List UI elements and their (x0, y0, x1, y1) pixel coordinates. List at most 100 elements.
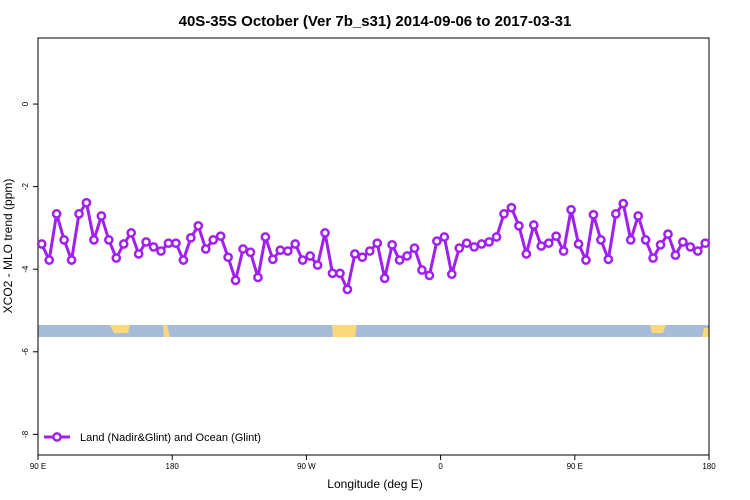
point (178, 255, 189, 265)
point (51, 209, 62, 219)
land-patch (110, 325, 130, 333)
land-patch (332, 325, 357, 337)
point (290, 239, 301, 249)
point (670, 250, 681, 261)
point (506, 202, 517, 213)
point (387, 239, 397, 250)
point (163, 238, 174, 249)
point (394, 255, 405, 265)
point (320, 228, 330, 238)
x-tick-label: 180 (166, 462, 180, 471)
point (432, 236, 442, 246)
land-patch (650, 325, 666, 333)
point (44, 255, 55, 265)
point (633, 211, 644, 221)
point (402, 251, 412, 261)
x-tick-label: 90 E (567, 462, 583, 471)
point (133, 249, 144, 259)
legend-swatch-point (52, 432, 62, 442)
point (469, 242, 479, 252)
point (558, 246, 569, 256)
point (379, 273, 390, 284)
y-tick-label: -2 (21, 183, 30, 191)
point (357, 252, 368, 263)
point (66, 255, 77, 265)
land-patch (163, 325, 170, 337)
y-tick-label: 0 (21, 101, 30, 106)
y-tick-label: -4 (21, 265, 30, 273)
x-tick-label: 90 E (30, 462, 46, 471)
x-axis-label: Longitude (deg E) (327, 477, 422, 491)
point (528, 220, 539, 230)
point (678, 237, 688, 247)
point (81, 197, 92, 208)
point (96, 211, 107, 221)
point (275, 245, 286, 256)
point (282, 246, 293, 256)
point (260, 232, 271, 242)
point (350, 249, 360, 259)
point (618, 198, 629, 209)
point (297, 255, 308, 265)
chart-title: 40S-35S October (Ver 7b_s31) 2014-09-06 … (179, 13, 572, 30)
point (372, 238, 383, 249)
point (103, 235, 114, 245)
point (312, 260, 323, 270)
y-tick-label: -8 (21, 430, 30, 438)
point (74, 209, 84, 219)
point (409, 243, 420, 254)
point (439, 232, 450, 242)
point (111, 253, 122, 263)
point (223, 252, 233, 263)
point (193, 221, 204, 231)
point (208, 235, 219, 245)
y-tick-label: -6 (21, 348, 30, 356)
point (610, 209, 621, 219)
point (588, 209, 599, 220)
point (663, 229, 673, 239)
point (484, 237, 494, 247)
point (491, 232, 502, 242)
point (499, 209, 509, 219)
point (327, 268, 338, 279)
legend-label: Land (Nadir&Glint) and Ocean (Glint) (80, 432, 261, 444)
point (648, 253, 658, 263)
x-tick-label: 0 (438, 462, 443, 471)
point (89, 235, 99, 245)
point (215, 231, 226, 242)
point (335, 268, 345, 279)
point (461, 238, 472, 249)
point (342, 284, 353, 295)
point (126, 228, 137, 238)
point (364, 246, 375, 256)
point (700, 238, 711, 249)
point (454, 243, 465, 254)
point (596, 235, 606, 245)
land-ocean-strip (38, 325, 709, 337)
point (581, 255, 591, 265)
point (640, 235, 651, 245)
point (625, 235, 636, 245)
point (424, 270, 435, 281)
point (245, 247, 256, 258)
point (238, 244, 248, 254)
point (521, 249, 532, 259)
point (551, 231, 562, 242)
point (543, 238, 554, 249)
point (185, 232, 196, 243)
point (655, 239, 666, 250)
point (253, 272, 263, 283)
point (59, 235, 69, 245)
point (603, 254, 614, 265)
point (692, 246, 703, 256)
x-tick-label: 90 W (297, 462, 316, 471)
y-axis-label: XCO2 - MLO trend (ppm) (1, 179, 15, 314)
point (446, 269, 457, 280)
point (230, 275, 241, 286)
point (685, 242, 696, 252)
land-patch (702, 328, 709, 337)
ocean-strip (38, 325, 709, 337)
point (148, 242, 159, 252)
point (514, 221, 524, 231)
